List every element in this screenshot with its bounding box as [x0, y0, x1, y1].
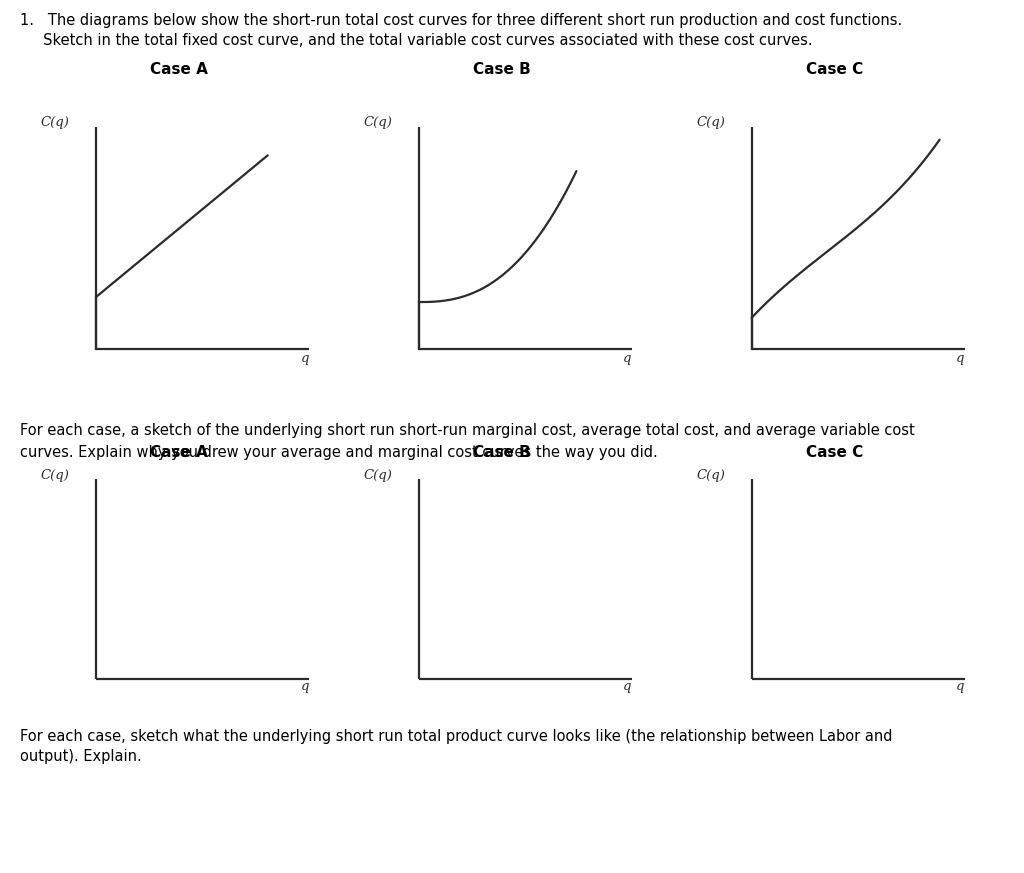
Text: q: q [624, 352, 632, 365]
Text: q: q [301, 352, 309, 365]
Text: q: q [624, 680, 632, 693]
Text: C(q): C(q) [696, 470, 725, 483]
Text: curves. Explain why you drew your average and marginal cost curves the way you d: curves. Explain why you drew your averag… [20, 445, 658, 460]
Text: q: q [956, 352, 965, 365]
Text: For each case, sketch what the underlying short run total product curve looks li: For each case, sketch what the underlyin… [20, 729, 893, 744]
Text: q: q [956, 680, 965, 693]
Text: 1.   The diagrams below show the short-run total cost curves for three different: 1. The diagrams below show the short-run… [20, 13, 903, 28]
Text: Case C: Case C [806, 62, 863, 77]
Text: output). Explain.: output). Explain. [20, 749, 142, 764]
Text: q: q [301, 680, 309, 693]
Text: Case B: Case B [473, 445, 530, 460]
Text: C(q): C(q) [41, 470, 70, 483]
Text: Case C: Case C [806, 445, 863, 460]
Text: For each case, a sketch of the underlying short run short-run marginal cost, ave: For each case, a sketch of the underlyin… [20, 423, 915, 438]
Text: Case A: Case A [151, 445, 208, 460]
Text: C(q): C(q) [364, 470, 392, 483]
Text: C(q): C(q) [364, 116, 392, 129]
Text: Case B: Case B [473, 62, 530, 77]
Text: Case A: Case A [151, 62, 208, 77]
Text: C(q): C(q) [41, 116, 70, 129]
Text: Sketch in the total fixed cost curve, and the total variable cost curves associa: Sketch in the total fixed cost curve, an… [20, 33, 813, 48]
Text: C(q): C(q) [696, 116, 725, 129]
